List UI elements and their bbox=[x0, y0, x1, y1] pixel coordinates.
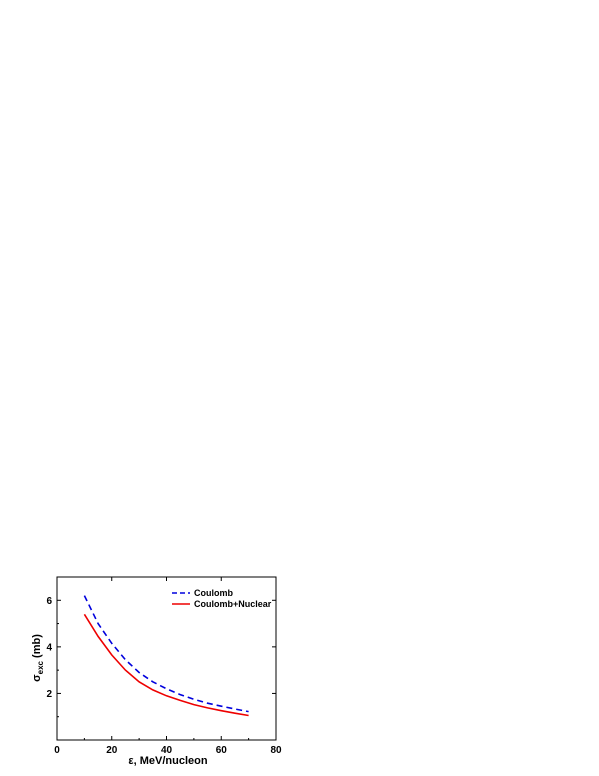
x-axis-label: ε, MeV/nucleon bbox=[128, 755, 207, 767]
y-axis-label: σexc (mb) bbox=[31, 634, 45, 682]
x-tick-label: 40 bbox=[161, 745, 173, 756]
y-axis-ticks: 2 4 6 bbox=[46, 596, 276, 718]
series-line-1 bbox=[83, 595, 249, 713]
legend-label-2: Coulomb+Nuclear bbox=[194, 599, 272, 609]
x-tick-label: 20 bbox=[106, 745, 118, 756]
legend-label-1: Coulomb bbox=[194, 588, 233, 598]
x-tick-label: 80 bbox=[270, 745, 282, 756]
y-tick-label: 2 bbox=[46, 689, 52, 700]
x-tick-label: 60 bbox=[216, 745, 228, 756]
series-layer bbox=[83, 595, 249, 717]
x-tick-label: 0 bbox=[54, 745, 60, 756]
y-axis-label-symbol: σ bbox=[31, 674, 43, 682]
y-axis-label-unit: (mb) bbox=[31, 634, 43, 661]
y-tick-label: 4 bbox=[46, 642, 52, 653]
x-axis-ticks: 0 20 40 60 80 bbox=[54, 577, 282, 756]
y-tick-label: 6 bbox=[46, 596, 52, 607]
y-axis-label-subscript: exc bbox=[36, 660, 45, 674]
series-line-2 bbox=[83, 613, 249, 717]
